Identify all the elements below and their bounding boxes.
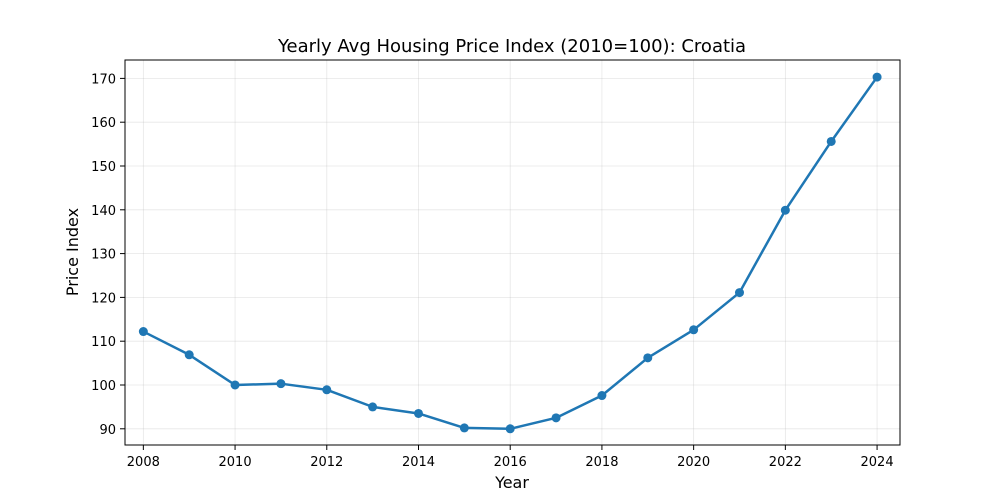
y-tick-label: 150	[91, 160, 116, 175]
y-tick-label: 170	[91, 72, 116, 87]
chart-title: Yearly Avg Housing Price Index (2010=100…	[277, 36, 746, 57]
x-tick-label: 2016	[494, 455, 527, 470]
x-tick-label: 2010	[219, 455, 252, 470]
data-point	[643, 353, 653, 363]
data-point	[505, 424, 515, 434]
data-point	[368, 402, 378, 412]
y-tick-label: 110	[91, 335, 116, 350]
y-tick-label: 90	[99, 423, 116, 438]
x-tick-label: 2012	[310, 455, 343, 470]
x-tick-label: 2018	[585, 455, 618, 470]
data-point	[597, 391, 607, 401]
data-point	[872, 72, 882, 82]
y-tick-label: 160	[91, 116, 116, 131]
y-axis-label: Price Index	[63, 208, 82, 296]
axis-ticks: 2008 2010 2012 2014 2016 2018 2020 2022 2024 90 10…	[91, 72, 893, 470]
x-tick-label: 2024	[861, 455, 894, 470]
data-point	[551, 413, 561, 423]
data-point	[322, 385, 332, 395]
y-tick-label: 120	[91, 291, 116, 306]
x-tick-label: 2020	[677, 455, 710, 470]
data-point	[780, 205, 790, 215]
y-tick-label: 130	[91, 248, 116, 263]
series-layer	[138, 72, 882, 434]
grid	[125, 60, 900, 445]
y-tick-label: 100	[91, 379, 116, 394]
data-point	[689, 325, 699, 335]
data-point	[276, 379, 286, 389]
y-tick-label: 140	[91, 204, 116, 219]
x-tick-label: 2014	[402, 455, 435, 470]
data-point	[826, 136, 836, 146]
data-point	[734, 288, 744, 298]
data-point	[184, 350, 194, 360]
x-tick-label: 2008	[127, 455, 160, 470]
data-point	[459, 423, 469, 433]
x-tick-label: 2022	[769, 455, 802, 470]
data-point	[230, 380, 240, 390]
x-axis-label: Year	[494, 473, 529, 492]
data-point	[138, 327, 148, 337]
data-point	[413, 408, 423, 418]
plot-frame	[124, 59, 901, 446]
